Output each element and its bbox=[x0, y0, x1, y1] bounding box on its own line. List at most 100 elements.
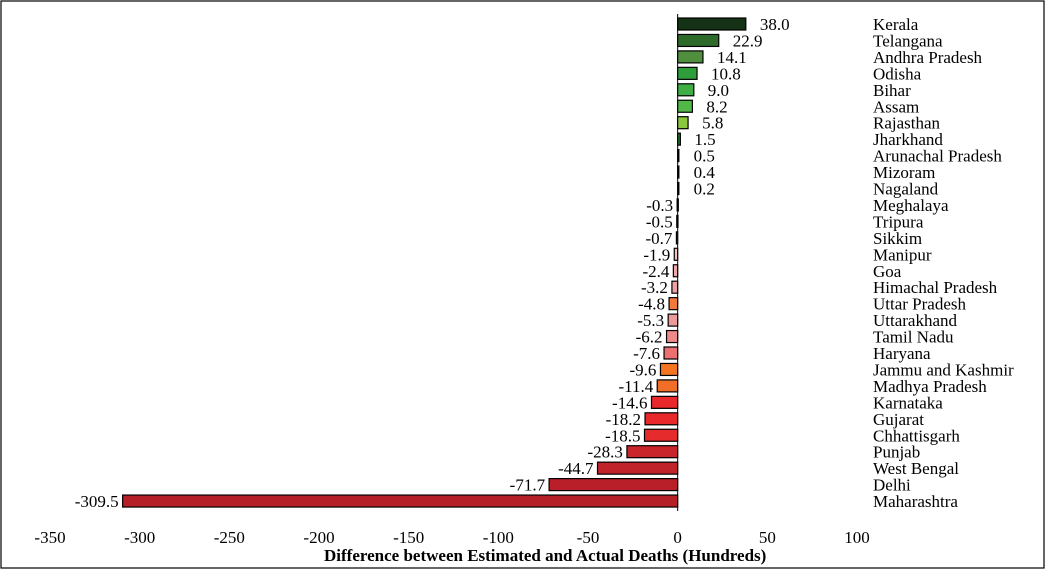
data-label: -7.6 bbox=[633, 344, 660, 363]
bar-kerala bbox=[677, 17, 747, 31]
data-label: 0.2 bbox=[694, 180, 715, 199]
bars-layer: 38.0 Kerala 22.9 Telangana 14.1 Andhra Prades… bbox=[75, 15, 1014, 511]
bar-rajasthan bbox=[677, 116, 689, 130]
data-label: -2.4 bbox=[642, 262, 669, 281]
bar-karnataka bbox=[650, 395, 679, 409]
x-tick-label: 0 bbox=[673, 528, 682, 547]
bar-himachal-pradesh bbox=[671, 280, 679, 294]
category-label: Uttar Pradesh bbox=[873, 295, 967, 314]
bar-odisha bbox=[677, 66, 698, 80]
category-label: Madhya Pradesh bbox=[873, 377, 987, 396]
bar-meghalaya bbox=[676, 198, 679, 212]
x-tick-label: 50 bbox=[759, 528, 776, 547]
category-label: Meghalaya bbox=[873, 196, 949, 215]
category-label: Gujarat bbox=[873, 410, 924, 429]
bar-jharkhand bbox=[677, 132, 681, 146]
data-label: 5.8 bbox=[702, 114, 723, 133]
bar-uttarakhand bbox=[667, 313, 679, 327]
bar-haryana bbox=[663, 346, 679, 360]
category-label: Himachal Pradesh bbox=[873, 278, 998, 297]
bar-tripura bbox=[676, 214, 679, 228]
bar-manipur bbox=[673, 247, 679, 261]
data-label: -4.8 bbox=[638, 295, 665, 314]
bar-bihar bbox=[677, 83, 695, 97]
bar-uttar-pradesh bbox=[668, 297, 679, 311]
data-label: -6.2 bbox=[636, 328, 663, 347]
category-label: Arunachal Pradesh bbox=[873, 147, 1002, 166]
data-label: 0.4 bbox=[694, 163, 716, 182]
bar-chhattisgarh bbox=[643, 428, 679, 442]
x-axis-title: Difference between Estimated and Actual … bbox=[324, 546, 766, 565]
category-label: Kerala bbox=[873, 15, 919, 34]
data-label: 8.2 bbox=[706, 97, 727, 116]
x-tick-label: -100 bbox=[483, 528, 514, 547]
bar-goa bbox=[672, 264, 679, 278]
x-tick-label: -50 bbox=[577, 528, 600, 547]
bar-nagaland bbox=[677, 181, 680, 196]
bar-telangana bbox=[677, 33, 720, 48]
category-label: Telangana bbox=[873, 31, 943, 50]
category-label: Assam bbox=[873, 97, 919, 116]
data-label: -1.9 bbox=[643, 245, 670, 264]
bar-andhra-pradesh bbox=[677, 50, 704, 64]
data-label: -28.3 bbox=[587, 443, 622, 462]
category-label: Jammu and Kashmir bbox=[873, 360, 1014, 379]
category-label: Bihar bbox=[873, 81, 911, 100]
category-label: Manipur bbox=[873, 245, 932, 264]
category-label: West Bengal bbox=[873, 459, 959, 478]
category-label: Odisha bbox=[873, 64, 922, 83]
bar-sikkim bbox=[675, 231, 679, 245]
data-label: -44.7 bbox=[558, 459, 594, 478]
category-label: Chhattisgarh bbox=[873, 426, 960, 445]
x-tick-label: -250 bbox=[214, 528, 245, 547]
data-label: 9.0 bbox=[708, 81, 729, 100]
data-label: 10.8 bbox=[711, 64, 741, 83]
category-label: Goa bbox=[873, 262, 902, 281]
x-tick-label: -350 bbox=[34, 528, 65, 547]
x-tick-label: 100 bbox=[844, 528, 870, 547]
data-label: 1.5 bbox=[694, 130, 715, 149]
category-label: Tamil Nadu bbox=[873, 328, 954, 347]
x-tick-label: -200 bbox=[303, 528, 334, 547]
data-label: -18.5 bbox=[605, 426, 640, 445]
bar-tamil-nadu bbox=[665, 329, 679, 344]
data-label: -3.2 bbox=[641, 278, 668, 297]
category-label: Haryana bbox=[873, 344, 931, 363]
category-label: Rajasthan bbox=[873, 114, 941, 133]
data-label: 14.1 bbox=[717, 48, 747, 67]
bar-maharashtra bbox=[122, 494, 679, 508]
x-tick-label: -150 bbox=[393, 528, 424, 547]
category-label: Andhra Pradesh bbox=[873, 48, 983, 67]
bar-jammu-and-kashmir bbox=[659, 362, 679, 377]
bar-madhya-pradesh bbox=[656, 379, 679, 393]
category-label: Nagaland bbox=[873, 180, 939, 199]
data-label: -0.5 bbox=[646, 212, 673, 231]
category-label: Karnataka bbox=[873, 393, 943, 412]
data-label: -5.3 bbox=[637, 311, 664, 330]
bar-delhi bbox=[548, 478, 679, 492]
bar-punjab bbox=[626, 445, 679, 459]
bar-gujarat bbox=[644, 412, 679, 426]
category-label: Maharashtra bbox=[873, 492, 958, 511]
data-label: -11.4 bbox=[618, 377, 653, 396]
category-label: Mizoram bbox=[873, 163, 935, 182]
data-label: 22.9 bbox=[733, 31, 763, 50]
data-label: -14.6 bbox=[612, 393, 647, 412]
data-label: -0.3 bbox=[646, 196, 673, 215]
bar-assam bbox=[677, 99, 693, 113]
x-tick-label: -300 bbox=[124, 528, 155, 547]
category-label: Delhi bbox=[873, 476, 911, 495]
data-label: 0.5 bbox=[694, 147, 715, 166]
data-label: -0.7 bbox=[645, 229, 672, 248]
category-label: Jharkhand bbox=[873, 130, 943, 149]
data-label: -309.5 bbox=[75, 492, 119, 511]
data-label: -9.6 bbox=[630, 360, 657, 379]
data-label: -71.7 bbox=[510, 476, 546, 495]
category-label: Uttarakhand bbox=[873, 311, 958, 330]
category-label: Tripura bbox=[873, 212, 924, 231]
data-label: 38.0 bbox=[760, 15, 790, 34]
bar-arunachal-pradesh bbox=[677, 149, 680, 163]
